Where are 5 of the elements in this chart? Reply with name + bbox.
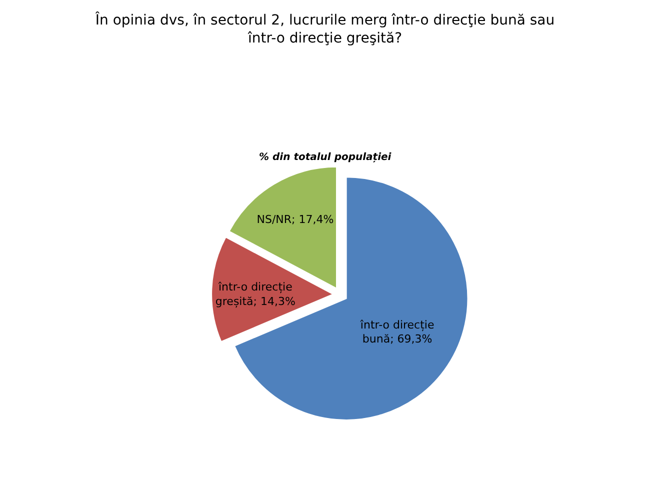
slice-label: într-o direcție greșită; 14,3% bbox=[215, 280, 296, 308]
slice-label: într-o direcție bună; 69,3% bbox=[359, 318, 434, 346]
chart-title: În opinia dvs, în sectorul 2, lucrurile merg într-o direcţie bună sau într-o direcţie greşită? bbox=[95, 12, 555, 47]
slice-label: NS/NR; 17,4% bbox=[256, 213, 334, 226]
chart-subtitle: % din totalul populației bbox=[259, 152, 392, 163]
